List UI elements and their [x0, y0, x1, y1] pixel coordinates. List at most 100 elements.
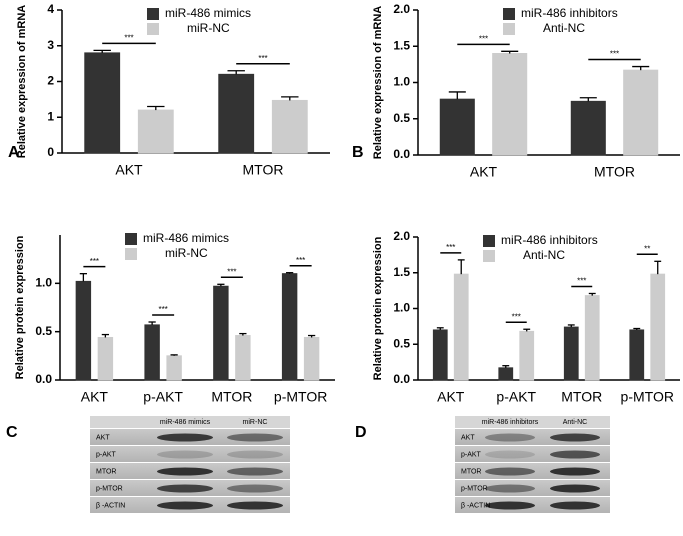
- blot-band: [550, 433, 600, 442]
- bar: [563, 326, 579, 381]
- blot-band: [550, 467, 600, 476]
- legend-swatch: [483, 250, 495, 262]
- legend-swatch: [125, 233, 137, 245]
- blot-row-label: AKT: [96, 434, 110, 441]
- blot-band: [157, 484, 213, 493]
- legend-swatch: [483, 235, 495, 247]
- x-tick-label: AKT: [81, 389, 109, 405]
- blot-row-label: β -ACTIN: [461, 502, 490, 509]
- x-tick-label: p-AKT: [496, 389, 536, 405]
- bar: [97, 336, 114, 381]
- blot-band: [550, 484, 600, 493]
- blot-row-label: MTOR: [96, 468, 116, 475]
- y-tick-label: 3: [47, 38, 54, 52]
- blot-band: [550, 501, 600, 510]
- panel-label: D: [355, 424, 367, 441]
- significance-label: ***: [227, 267, 236, 276]
- legend-label: miR-486 inhibitors: [501, 233, 598, 247]
- blot-band: [157, 467, 213, 476]
- significance-label: ***: [124, 34, 133, 43]
- bar: [271, 99, 308, 154]
- bar: [439, 98, 475, 156]
- blot-band: [227, 467, 283, 476]
- bar: [432, 329, 448, 381]
- significance-label: ***: [610, 50, 619, 59]
- significance-label: ***: [258, 54, 267, 63]
- y-tick-label: 2.0: [393, 229, 410, 243]
- legend-swatch: [503, 8, 515, 20]
- blot-row-label: p-AKT: [96, 451, 117, 458]
- y-tick-label: 0.0: [393, 147, 410, 161]
- bar: [84, 52, 121, 154]
- legend-label: miR-NC: [187, 21, 230, 35]
- blot-header: [90, 416, 290, 428]
- bar: [519, 330, 535, 381]
- lane-label: miR-NC: [243, 419, 268, 426]
- bar: [75, 280, 92, 381]
- bar: [166, 355, 182, 381]
- x-tick-label: p-MTOR: [621, 389, 674, 405]
- significance-label: ***: [512, 312, 521, 321]
- y-tick-label: 0.5: [393, 111, 410, 125]
- y-tick-label: 1.0: [35, 276, 52, 290]
- y-tick-label: 1.5: [393, 265, 410, 279]
- x-tick-label: MTOR: [243, 162, 284, 178]
- legend-label: miR-486 mimics: [143, 231, 229, 245]
- y-axis-label: Relative protein expression: [14, 235, 26, 379]
- lane-label: Anti-NC: [563, 419, 588, 426]
- bar: [303, 336, 320, 381]
- blot-row-label: β -ACTIN: [96, 502, 125, 509]
- panel-label: C: [6, 424, 18, 441]
- panel-label: A: [8, 144, 20, 161]
- significance-label: ***: [158, 305, 167, 314]
- legend-label: miR-NC: [165, 246, 208, 260]
- blot-band: [485, 450, 535, 459]
- legend-swatch: [147, 23, 159, 35]
- bar: [570, 100, 606, 156]
- x-tick-label: MTOR: [561, 389, 602, 405]
- blot-row-label: p-AKT: [461, 451, 482, 458]
- bar: [650, 273, 666, 381]
- bar: [218, 73, 255, 154]
- x-tick-label: MTOR: [211, 389, 252, 405]
- y-tick-label: 2.0: [393, 2, 410, 16]
- significance-label: ***: [577, 277, 586, 286]
- y-tick-label: 1.0: [393, 301, 410, 315]
- blot-strip: [90, 446, 290, 462]
- y-tick-label: 0.0: [35, 372, 52, 386]
- blot-band: [157, 450, 213, 459]
- bar: [629, 329, 645, 381]
- legend-label: Anti-NC: [543, 21, 585, 35]
- legend-label: Anti-NC: [523, 248, 565, 262]
- bar: [453, 273, 469, 381]
- blot-band: [550, 450, 600, 459]
- blot-row-label: MTOR: [461, 468, 481, 475]
- significance-label: ***: [296, 256, 305, 265]
- bar: [144, 324, 160, 381]
- blot-band: [485, 501, 535, 510]
- significance-label: ***: [446, 243, 455, 252]
- legend-swatch: [503, 23, 515, 35]
- panel-label: B: [352, 144, 364, 161]
- legend-swatch: [125, 248, 137, 260]
- y-axis-label: Relative expression of mRNA: [16, 5, 28, 158]
- y-tick-label: 1: [47, 109, 54, 123]
- legend-swatch: [147, 8, 159, 20]
- blot-band: [485, 467, 535, 476]
- significance-label: ***: [479, 34, 488, 43]
- blot-band: [485, 484, 535, 493]
- blot-row-label: AKT: [461, 434, 475, 441]
- significance-label: ***: [90, 257, 99, 266]
- y-tick-label: 0.0: [393, 372, 410, 386]
- bar: [498, 367, 514, 381]
- bar: [584, 295, 600, 381]
- blot-row-label: p-MTOR: [461, 485, 488, 492]
- y-tick-label: 1.0: [393, 75, 410, 89]
- bar: [492, 53, 528, 156]
- blot-header: [455, 416, 610, 428]
- y-tick-label: 0: [47, 145, 54, 159]
- blot-band: [227, 450, 283, 459]
- y-tick-label: 0.5: [35, 324, 52, 338]
- y-tick-label: 1.5: [393, 38, 410, 52]
